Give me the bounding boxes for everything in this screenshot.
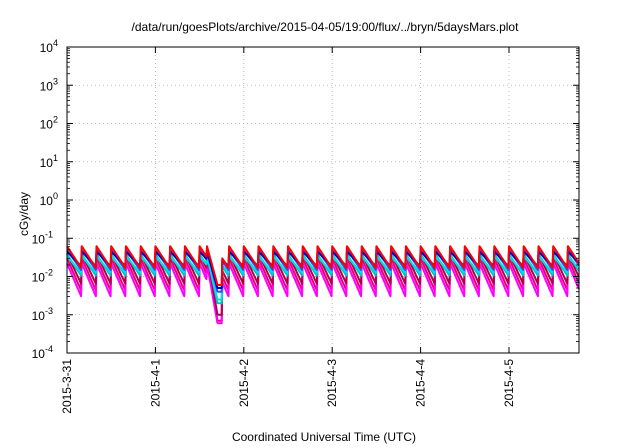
y-axis-label: cGy/day xyxy=(17,192,31,236)
x-tick-label: 2015-4-3 xyxy=(325,359,339,407)
chart-title: /data/run/goesPlots/archive/2015-04-05/1… xyxy=(132,20,520,34)
x-axis-label: Coordinated Universal Time (UTC) xyxy=(232,430,416,444)
y-tick-label: 10-1 xyxy=(32,229,53,246)
x-tick-label: 2015-3-31 xyxy=(60,359,74,414)
x-tick-label: 2015-4-5 xyxy=(502,359,516,407)
x-axis: 2015-3-31 2015-4-1 2015-4-2 2015-4-3 2015-4-… xyxy=(60,47,516,414)
series-line xyxy=(66,245,580,286)
series-line xyxy=(66,252,580,316)
grid xyxy=(67,47,579,353)
x-tick-label: 2015-4-2 xyxy=(237,359,251,407)
y-tick-label: 100 xyxy=(40,191,58,208)
y-tick-label: 10-4 xyxy=(32,344,53,361)
x-tick-label: 2015-4-1 xyxy=(148,359,162,407)
series-group xyxy=(66,245,580,325)
y-tick-label: 103 xyxy=(40,76,58,93)
y-tick-label: 101 xyxy=(40,153,58,170)
x-tick-label: 2015-4-4 xyxy=(414,359,428,407)
y-tick-label: 104 xyxy=(40,38,58,55)
y-tick-label: 10-2 xyxy=(32,268,53,285)
series-line xyxy=(66,255,580,301)
y-tick-label: 102 xyxy=(40,115,58,132)
y-tick-label: 10-3 xyxy=(32,306,53,323)
series-line xyxy=(66,262,580,325)
y-axis: 10-4 10-3 10-2 10-1 100 101 102 103 104 xyxy=(32,38,579,361)
